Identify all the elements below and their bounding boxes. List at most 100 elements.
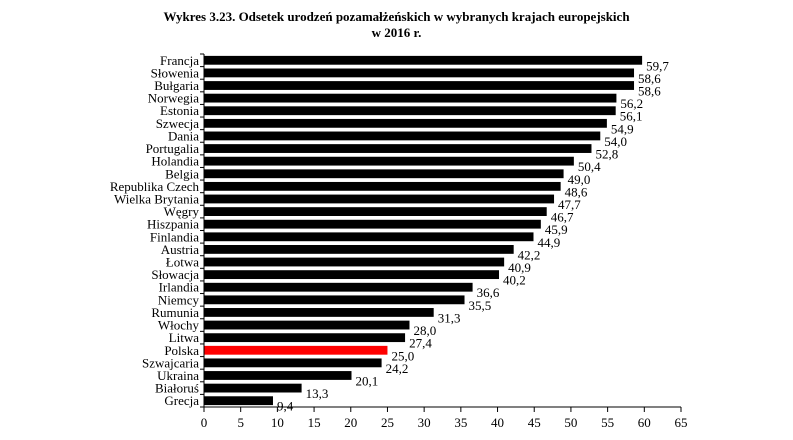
value-label: 56,2 (620, 96, 643, 111)
x-tick-label: 35 (454, 415, 467, 430)
value-label: 58,6 (638, 84, 661, 99)
x-tick-label: 25 (381, 415, 394, 430)
category-label: Dania (168, 128, 199, 143)
bar (204, 219, 541, 229)
chart-title-line-2: w 2016 r. (371, 25, 422, 40)
bar (204, 257, 505, 267)
category-label: Szwecja (156, 116, 200, 131)
category-label: Francja (160, 53, 199, 68)
bar (204, 295, 465, 305)
value-label: 28,0 (413, 323, 436, 338)
category-label: Portugalia (146, 141, 200, 156)
bar (204, 93, 617, 103)
value-label: 40,2 (503, 273, 526, 288)
category-label: Łotwa (166, 255, 199, 270)
x-tick-label: 50 (564, 415, 577, 430)
bar (204, 81, 635, 90)
value-label: 49,0 (568, 172, 591, 187)
x-tick-label: 65 (675, 415, 688, 430)
x-tick-label: 60 (638, 415, 651, 430)
category-label: Włochy (158, 318, 200, 333)
value-label: 42,2 (518, 247, 541, 262)
value-label: 24,2 (386, 361, 409, 376)
value-label: 54,9 (611, 121, 634, 136)
category-label: Austria (161, 242, 200, 257)
bar (204, 270, 500, 280)
bar (204, 144, 592, 153)
category-label: Węgry (164, 204, 200, 219)
bar (204, 358, 382, 368)
bar (204, 106, 616, 116)
bar (204, 396, 273, 406)
value-label: 58,6 (638, 71, 661, 86)
bar (204, 169, 564, 179)
category-label: Finlandia (150, 229, 199, 244)
bar (204, 232, 534, 242)
x-tick-label: 5 (237, 415, 244, 430)
category-label: Litwa (169, 330, 200, 345)
bar (204, 131, 601, 141)
bar (204, 345, 388, 355)
bar (204, 156, 574, 166)
category-label: Białoruś (155, 381, 199, 396)
bar (204, 383, 302, 393)
value-label: 25,0 (391, 348, 414, 363)
x-tick-label: 45 (528, 415, 541, 430)
chart-title-line-1: Wykres 3.23. Odsetek urodzeń pozamałżeńs… (163, 9, 630, 24)
value-label: 52,8 (595, 147, 618, 162)
value-label: 9,4 (277, 399, 294, 414)
value-label: 59,7 (646, 58, 669, 73)
bar (204, 245, 514, 254)
category-label: Wielka Brytania (114, 191, 199, 206)
bar (204, 207, 547, 216)
value-label: 50,4 (578, 159, 601, 174)
bar (204, 181, 561, 191)
category-label: Norwegia (148, 91, 199, 106)
value-label: 36,6 (477, 285, 500, 300)
x-tick-label: 40 (491, 415, 504, 430)
category-label: Hiszpania (147, 217, 199, 232)
bar (204, 68, 635, 78)
category-label: Holandia (151, 154, 199, 169)
value-label: 13,3 (306, 386, 329, 401)
category-label: Belgia (165, 166, 199, 181)
x-tick-label: 20 (344, 415, 357, 430)
bar (204, 55, 643, 65)
category-label: Bułgaria (154, 78, 199, 93)
bar (204, 371, 352, 380)
bar (204, 194, 555, 204)
category-label: Rumunia (151, 305, 199, 320)
bar (204, 333, 406, 343)
value-label: 40,9 (508, 260, 531, 275)
category-label: Słowenia (151, 65, 200, 80)
category-label: Polska (164, 343, 199, 358)
value-label: 56,1 (620, 109, 643, 124)
category-label: Słowacja (151, 267, 199, 282)
x-tick-label: 30 (418, 415, 431, 430)
bar (204, 118, 607, 128)
x-tick-label: 15 (308, 415, 321, 430)
x-tick-label: 55 (601, 415, 614, 430)
bar (204, 308, 434, 317)
value-label: 35,5 (469, 298, 492, 313)
value-label: 54,0 (604, 134, 627, 149)
category-label: Estonia (160, 103, 199, 118)
category-label: Ukraina (157, 368, 199, 383)
x-tick-label: 10 (271, 415, 284, 430)
category-label: Irlandia (159, 280, 200, 295)
category-label: Szwajcaria (142, 355, 199, 370)
value-label: 48,6 (565, 184, 588, 199)
value-label: 20,1 (356, 373, 379, 388)
category-label: Grecja (164, 393, 199, 408)
value-label: 44,9 (538, 235, 561, 250)
value-label: 45,9 (545, 222, 568, 237)
category-label: Niemcy (158, 292, 200, 307)
value-label: 27,4 (409, 336, 432, 351)
value-label: 47,7 (558, 197, 581, 212)
category-label: Republika Czech (110, 179, 200, 194)
bar (204, 282, 473, 292)
x-tick-label: 0 (201, 415, 208, 430)
value-label: 46,7 (551, 210, 574, 225)
